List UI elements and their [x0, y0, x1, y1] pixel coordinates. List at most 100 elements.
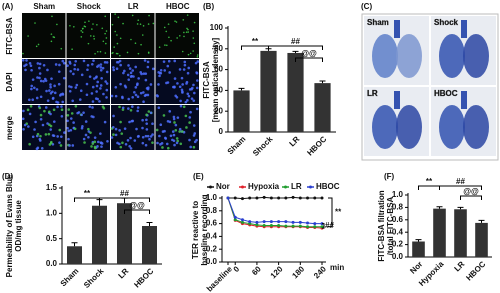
cell-signal [131, 105, 134, 108]
y-tick-label: 0.5 [46, 234, 58, 243]
cell-signal [93, 38, 96, 40]
cell-signal [120, 132, 124, 135]
cell-signal [79, 89, 83, 93]
cell-signal [163, 69, 167, 72]
cell-signal [30, 84, 34, 88]
row-label: FITC-BSA [5, 17, 14, 55]
y-axis-label: Permeability of Evans Blue [5, 174, 14, 277]
cell-signal [57, 82, 61, 86]
cell-signal [155, 128, 159, 132]
cell-signal [99, 50, 102, 53]
cell-signal [49, 128, 52, 131]
lung-lobe [463, 34, 489, 78]
cell-signal [50, 77, 53, 80]
cell-signal [136, 109, 139, 113]
cell-signal [115, 52, 118, 55]
cell-signal [50, 40, 53, 43]
bar [412, 241, 425, 257]
bar [92, 205, 107, 264]
cell-signal [93, 140, 97, 144]
cell-signal [173, 143, 176, 147]
cell-signal [69, 117, 73, 120]
cell-signal [37, 43, 40, 46]
cell-signal [147, 110, 151, 113]
y-axis-label: FITC-BSA [202, 61, 211, 99]
data-point [277, 220, 281, 224]
cell-signal [39, 139, 42, 142]
cell-signal [43, 109, 46, 113]
cell-signal [162, 114, 166, 117]
cell-signal [36, 146, 40, 150]
cell-signal [59, 144, 63, 147]
cell-signal [149, 111, 153, 115]
significance-bracket [124, 209, 150, 214]
cell-signal [112, 68, 116, 72]
panel-label: (F) [384, 172, 395, 181]
cell-signal [189, 110, 192, 114]
y-tick-label: 0.8 [392, 203, 404, 212]
data-point [306, 225, 310, 229]
cell-signal [187, 53, 190, 56]
cell-signal [36, 62, 40, 65]
cell-signal [175, 141, 179, 145]
cell-signal [46, 68, 49, 72]
y-axis-label: baseline recording [200, 194, 209, 265]
cell-signal [134, 65, 137, 69]
cell-signal [172, 115, 176, 119]
cell-signal [195, 107, 199, 111]
cell-signal [57, 70, 61, 73]
cell-signal [119, 54, 121, 57]
cell-signal [182, 68, 186, 71]
cell-signal [181, 50, 184, 53]
cell-signal [146, 86, 150, 89]
cell-signal [27, 35, 29, 37]
cell-signal [131, 95, 134, 99]
cell-signal [38, 66, 41, 70]
cell-signal [81, 31, 84, 34]
data-point [291, 224, 295, 228]
cell-signal [193, 42, 196, 45]
cell-signal [145, 128, 149, 131]
cell-signal [86, 68, 89, 72]
cell-signal [142, 25, 145, 27]
cell-signal [178, 127, 182, 131]
data-point [284, 196, 288, 200]
cell-signal [193, 91, 196, 95]
cell-signal [36, 132, 40, 136]
cell-signal [81, 27, 84, 30]
cell-signal [53, 36, 56, 39]
cell-signal [158, 74, 161, 78]
cell-signal [96, 50, 99, 53]
cell-signal [28, 98, 31, 102]
x-tick-label: LR [452, 259, 466, 273]
cell-signal [67, 108, 71, 111]
data-point [240, 197, 244, 201]
cell-signal [60, 114, 64, 118]
y-tick-label: 0 [219, 127, 224, 136]
cell-signal [58, 141, 61, 144]
cell-signal [59, 94, 62, 97]
cell-signal [95, 84, 99, 88]
cell-signal [175, 21, 178, 23]
error-bar [415, 239, 422, 242]
cell-signal [31, 135, 35, 139]
cell-signal [39, 113, 43, 117]
cell-signal [172, 117, 176, 121]
cell-signal [159, 143, 162, 146]
cell-signal [195, 138, 198, 142]
cell-signal [159, 69, 163, 72]
cell-signal [48, 110, 51, 114]
micrograph [22, 13, 66, 58]
cell-signal [141, 141, 145, 145]
data-point [277, 224, 281, 228]
cell-signal [88, 75, 92, 78]
cell-signal [90, 115, 94, 118]
y-tick-label: 1.0 [46, 208, 58, 217]
cell-signal [136, 135, 140, 138]
y-tick-label: 0.2 [392, 240, 404, 249]
cell-signal [118, 105, 121, 109]
cell-signal [87, 135, 90, 139]
panel-label: (B) [203, 2, 214, 11]
cell-signal [183, 60, 187, 64]
cell-signal [72, 121, 75, 124]
